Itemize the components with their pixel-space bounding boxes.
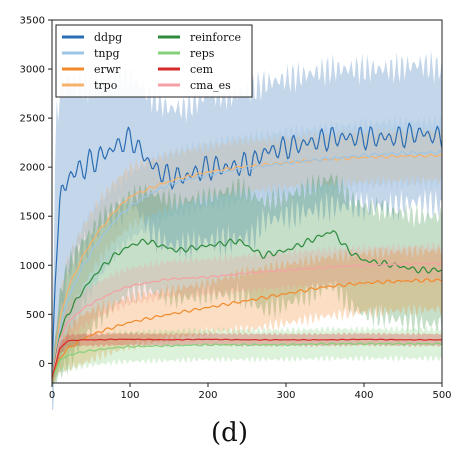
- legend-label-cem: cem: [190, 63, 214, 76]
- band-ddpg: [52, 50, 442, 410]
- y-axis-ticks: 0 500 1000 1500 2000 2500 3000 3500: [20, 16, 52, 370]
- y-tick-label: 3500: [20, 16, 45, 27]
- legend-label-erwr: erwr: [94, 63, 121, 76]
- line-erwr: [51, 278, 443, 379]
- y-tick-label: 0: [39, 359, 45, 370]
- x-axis-ticks: 0 100 200 300 400 500: [49, 383, 452, 401]
- y-tick-label: 1500: [20, 212, 45, 223]
- x-tick-label: 100: [120, 390, 139, 401]
- y-tick-label: 2000: [20, 163, 45, 174]
- band-cem: [52, 332, 442, 385]
- line-tnpg: [51, 150, 443, 379]
- confidence-bands: [52, 50, 442, 410]
- legend-label-reps: reps: [190, 47, 215, 60]
- y-tick-label: 500: [26, 310, 45, 321]
- x-tick-label: 400: [354, 390, 373, 401]
- band-erwr: [52, 245, 442, 386]
- band-tnpg: [52, 113, 442, 389]
- figure-caption: (d): [211, 418, 248, 448]
- learning-curve-chart: 0 100 200 300 400 500 0 500 1000 1500 2000 2500 300…: [20, 16, 452, 410]
- legend-box: [55, 24, 253, 98]
- x-tick-label: 500: [432, 390, 451, 401]
- y-tick-label: 3000: [20, 65, 45, 76]
- legend-label-cma_es: cma_es: [190, 79, 231, 92]
- band-cma_es: [52, 241, 442, 385]
- line-reps: [51, 342, 443, 379]
- y-tick-label: 1000: [20, 261, 45, 272]
- legend-label-tnpg: tnpg: [94, 47, 120, 60]
- y-tick-label: 2500: [20, 114, 45, 125]
- legend-label-ddpg: ddpg: [94, 31, 122, 44]
- x-tick-label: 200: [198, 390, 217, 401]
- line-cem: [51, 338, 443, 379]
- band-reps: [52, 325, 442, 385]
- legend: ddpg tnpg erwr trpo reinforce reps cem cma_es: [55, 24, 253, 98]
- series-lines: [51, 122, 443, 379]
- band-trpo: [52, 125, 442, 389]
- x-tick-label: 300: [276, 390, 295, 401]
- x-tick-label: 0: [49, 390, 55, 401]
- line-cma_es: [51, 262, 443, 379]
- line-ddpg: [51, 122, 443, 373]
- band-reinforce: [52, 172, 442, 388]
- line-reinforce: [51, 230, 443, 379]
- legend-label-reinforce: reinforce: [190, 31, 241, 44]
- legend-label-trpo: trpo: [94, 79, 118, 92]
- plot-frame: [51, 19, 443, 384]
